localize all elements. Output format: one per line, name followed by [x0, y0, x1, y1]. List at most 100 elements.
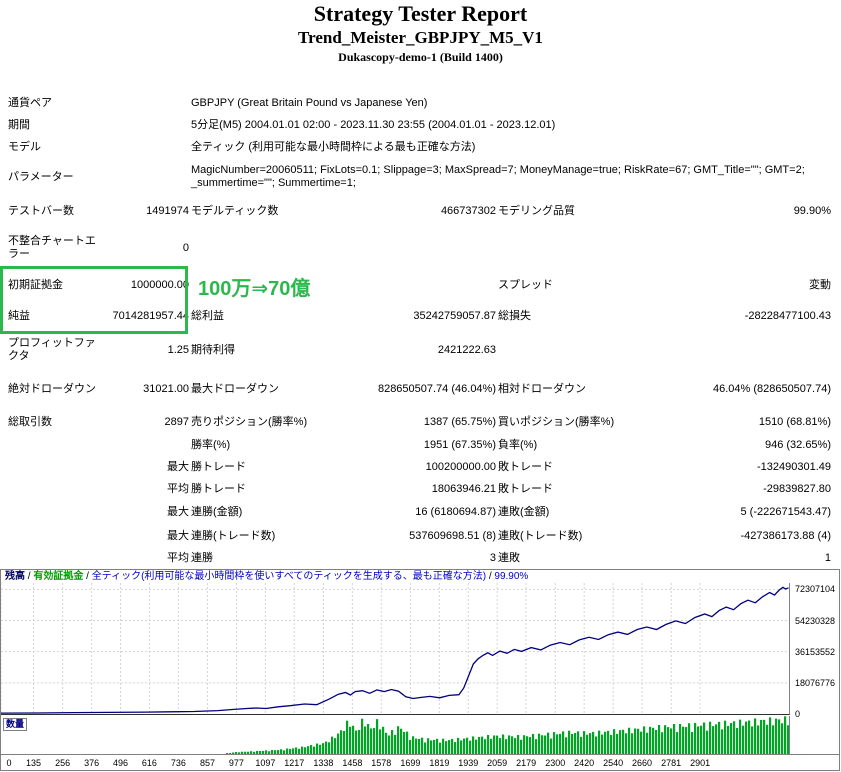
table-row: 期間 5分足(M5) 2004.01.01 02:00 - 2023.11.30 … [8, 114, 833, 136]
table-row: 初期証拠金 1000000.00 スプレッド 変動 [8, 270, 833, 300]
graph-legend: 残高 / 有効証拠金 / 全ティック(利用可能な最小時間枠を使いすべてのティック… [5, 570, 835, 583]
report-label-cell: 絶対ドローダウン [8, 382, 96, 395]
lot-bar [778, 719, 781, 754]
report-label-cell: GBPJPY (Great Britain Pound vs Japanese … [191, 96, 428, 109]
report-value-cell: -28228477100.43 [744, 309, 831, 322]
lot-bar [718, 721, 721, 754]
lot-bar [415, 738, 418, 754]
lot-bar [652, 727, 655, 754]
report-label-cell: 敗トレード [498, 482, 553, 495]
report-label-cell: 勝トレード [191, 460, 246, 473]
lot-bar [295, 747, 298, 754]
lot-bar [619, 730, 622, 754]
lot-bar [673, 724, 676, 754]
lot-bar [658, 725, 661, 754]
report-value-cell: 2421222.63 [437, 343, 496, 356]
lot-bar [562, 731, 565, 754]
lot-bar [694, 722, 697, 754]
balance-plot-svg [1, 583, 789, 714]
lot-bar [742, 725, 745, 754]
report-label-cell: 純益 [8, 309, 30, 322]
report-value-cell: -427386173.88 (4) [740, 529, 831, 542]
lot-bar [613, 729, 616, 754]
table-row: 最大 連勝(金額) 16 (6180694.87) 連敗(金額) 5 (-2226715… [8, 500, 833, 524]
legend-item: 全ティック(利用可能な最小時間枠を使いすべてのティックを生成する、最も正確な方法… [91, 571, 487, 582]
lot-bar [724, 720, 727, 754]
lot-bar [697, 726, 700, 754]
lot-bar [511, 736, 514, 754]
report-label-cell: 総利益 [191, 309, 224, 322]
lot-bar [688, 723, 691, 754]
lot-bar [331, 736, 334, 754]
lot-bar [493, 735, 496, 754]
lot-bar [646, 732, 649, 754]
report-value-cell: 1387 (65.75%) [423, 415, 496, 428]
report-label-cell: 通貨ペア [8, 96, 52, 109]
report-label-cell [8, 478, 108, 500]
lot-bar [595, 736, 598, 754]
lot-bar [634, 728, 637, 754]
lot-bar [544, 735, 547, 754]
report-label-cell [8, 456, 108, 478]
balance-graph: 残高 / 有効証拠金 / 全ティック(利用可能な最小時間枠を使いすべてのティック… [0, 569, 840, 771]
report-title: Strategy Tester Report [313, 1, 528, 26]
lot-bar [763, 719, 766, 754]
table-row: 純益 7014281957.44 総利益 35242759057.87 総損失 -2822… [8, 300, 833, 332]
lot-bar [316, 743, 319, 754]
lot-bar [526, 736, 529, 754]
lot-bar [496, 735, 499, 754]
table-row: 最大 勝トレード 100200000.00 敗トレード -132490301.49 [8, 456, 833, 478]
lot-bar [412, 736, 415, 754]
lot-bar [421, 737, 424, 754]
legend-item: 有効証拠金 [33, 571, 84, 582]
lot-bar [754, 718, 757, 754]
ea-name: Trend_Meister_GBPJPY_M5_V1 [298, 28, 543, 47]
lot-bar [706, 730, 709, 754]
y-axis-tick-label: 36153552 [795, 646, 836, 657]
table-row: 平均 連勝 3 連敗 1 [8, 548, 833, 568]
lot-bar [637, 728, 640, 754]
lot-bar [334, 738, 337, 754]
lot-bar [547, 732, 550, 754]
report-label-cell: MagicNumber=20060511; FixLots=0.1; Slipp… [191, 164, 805, 189]
x-axis-tick-label: 2179 [516, 758, 537, 768]
x-axis-labels: 0 135 256 376 496 616 736 857 977 1097 1217 1338 145… [1, 754, 839, 770]
report-value-cell: 5 (-222671543.47) [740, 505, 831, 518]
balance-curve [1, 586, 789, 714]
report-label-cell: 負率(%) [498, 438, 538, 451]
lot-bar [601, 734, 604, 754]
lot-bar [748, 720, 751, 754]
lot-bar [250, 751, 253, 754]
x-axis-tick-label: 2059 [487, 758, 508, 768]
x-axis-tick-label: 135 [26, 758, 42, 768]
report-value-cell: 3 [489, 551, 496, 564]
lot-bar [520, 739, 523, 754]
report-value-cell: 466737302 [440, 204, 496, 217]
report-label-cell: 連勝 [191, 551, 213, 564]
legend-item: 残高 [5, 571, 25, 582]
lot-bar [760, 719, 763, 754]
lot-bar [373, 728, 376, 754]
report-label-cell: 総損失 [498, 309, 531, 322]
highlight-annotation: 100万⇒70億 [198, 278, 311, 300]
lot-bar [664, 725, 667, 754]
lot-bar [367, 723, 370, 754]
lot-bar [505, 739, 508, 754]
report-label-cell: 不整合チャートエラー [8, 235, 96, 260]
lot-bar [400, 728, 403, 754]
lot-bar [406, 731, 409, 754]
x-axis-tick-label: 736 [170, 758, 186, 768]
report-value-cell: 平均 [167, 551, 189, 564]
report-value-cell: 最大 [167, 460, 189, 473]
report-label-cell: テストバー数 [8, 204, 74, 217]
x-axis-tick-label: 2420 [574, 758, 595, 768]
report-value-cell: 2897 [164, 415, 189, 428]
report-value-cell: 変動 [809, 278, 831, 291]
lot-bar [424, 742, 427, 754]
lot-bar [391, 730, 394, 754]
report-label-cell: 売りポジション(勝率%) [191, 415, 308, 428]
x-axis-tick-label: 977 [228, 758, 244, 768]
lot-bar [466, 737, 469, 754]
lot-bar [598, 730, 601, 754]
lot-bar [607, 730, 610, 754]
